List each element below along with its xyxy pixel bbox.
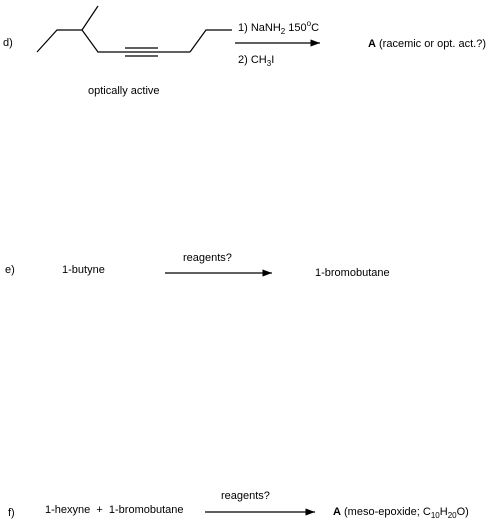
- reagent: 2) CH3I: [238, 54, 274, 68]
- text-part: O): [457, 506, 469, 518]
- text-part: 2) CH: [238, 54, 267, 66]
- text-part: (racemic or opt. act.?): [376, 38, 486, 50]
- reagent: reagents?: [221, 490, 270, 502]
- text-part: 10: [431, 511, 440, 520]
- reactant: 1-hexyne + 1-bromobutane: [45, 504, 184, 516]
- reactant: 1-butyne: [62, 264, 105, 276]
- problem-label: f): [8, 507, 15, 519]
- text-part: C: [311, 22, 319, 34]
- text-part: 20: [448, 511, 457, 520]
- product: 1-bromobutane: [315, 267, 390, 279]
- text-part: o: [307, 19, 312, 28]
- text-part: I: [271, 54, 274, 66]
- reagent: reagents?: [183, 252, 232, 264]
- text-part: 1) NaNH: [238, 22, 281, 34]
- product: A (meso-epoxide; C10H20O): [333, 506, 469, 520]
- note: optically active: [88, 85, 160, 97]
- text-part: (meso-epoxide; C: [341, 506, 431, 518]
- problem-label: d): [3, 37, 13, 49]
- product: A (racemic or opt. act.?): [368, 38, 486, 50]
- text-part: A: [368, 38, 376, 50]
- text-part: 3: [267, 59, 272, 68]
- text-part: A: [333, 506, 341, 518]
- text-part: 150: [285, 22, 306, 34]
- skeletal-structure: [36, 5, 232, 57]
- problem-label: e): [5, 264, 15, 276]
- text-part: 2: [281, 27, 286, 36]
- reagent: 1) NaNH2 150oC: [238, 19, 319, 36]
- text-part: H: [440, 506, 448, 518]
